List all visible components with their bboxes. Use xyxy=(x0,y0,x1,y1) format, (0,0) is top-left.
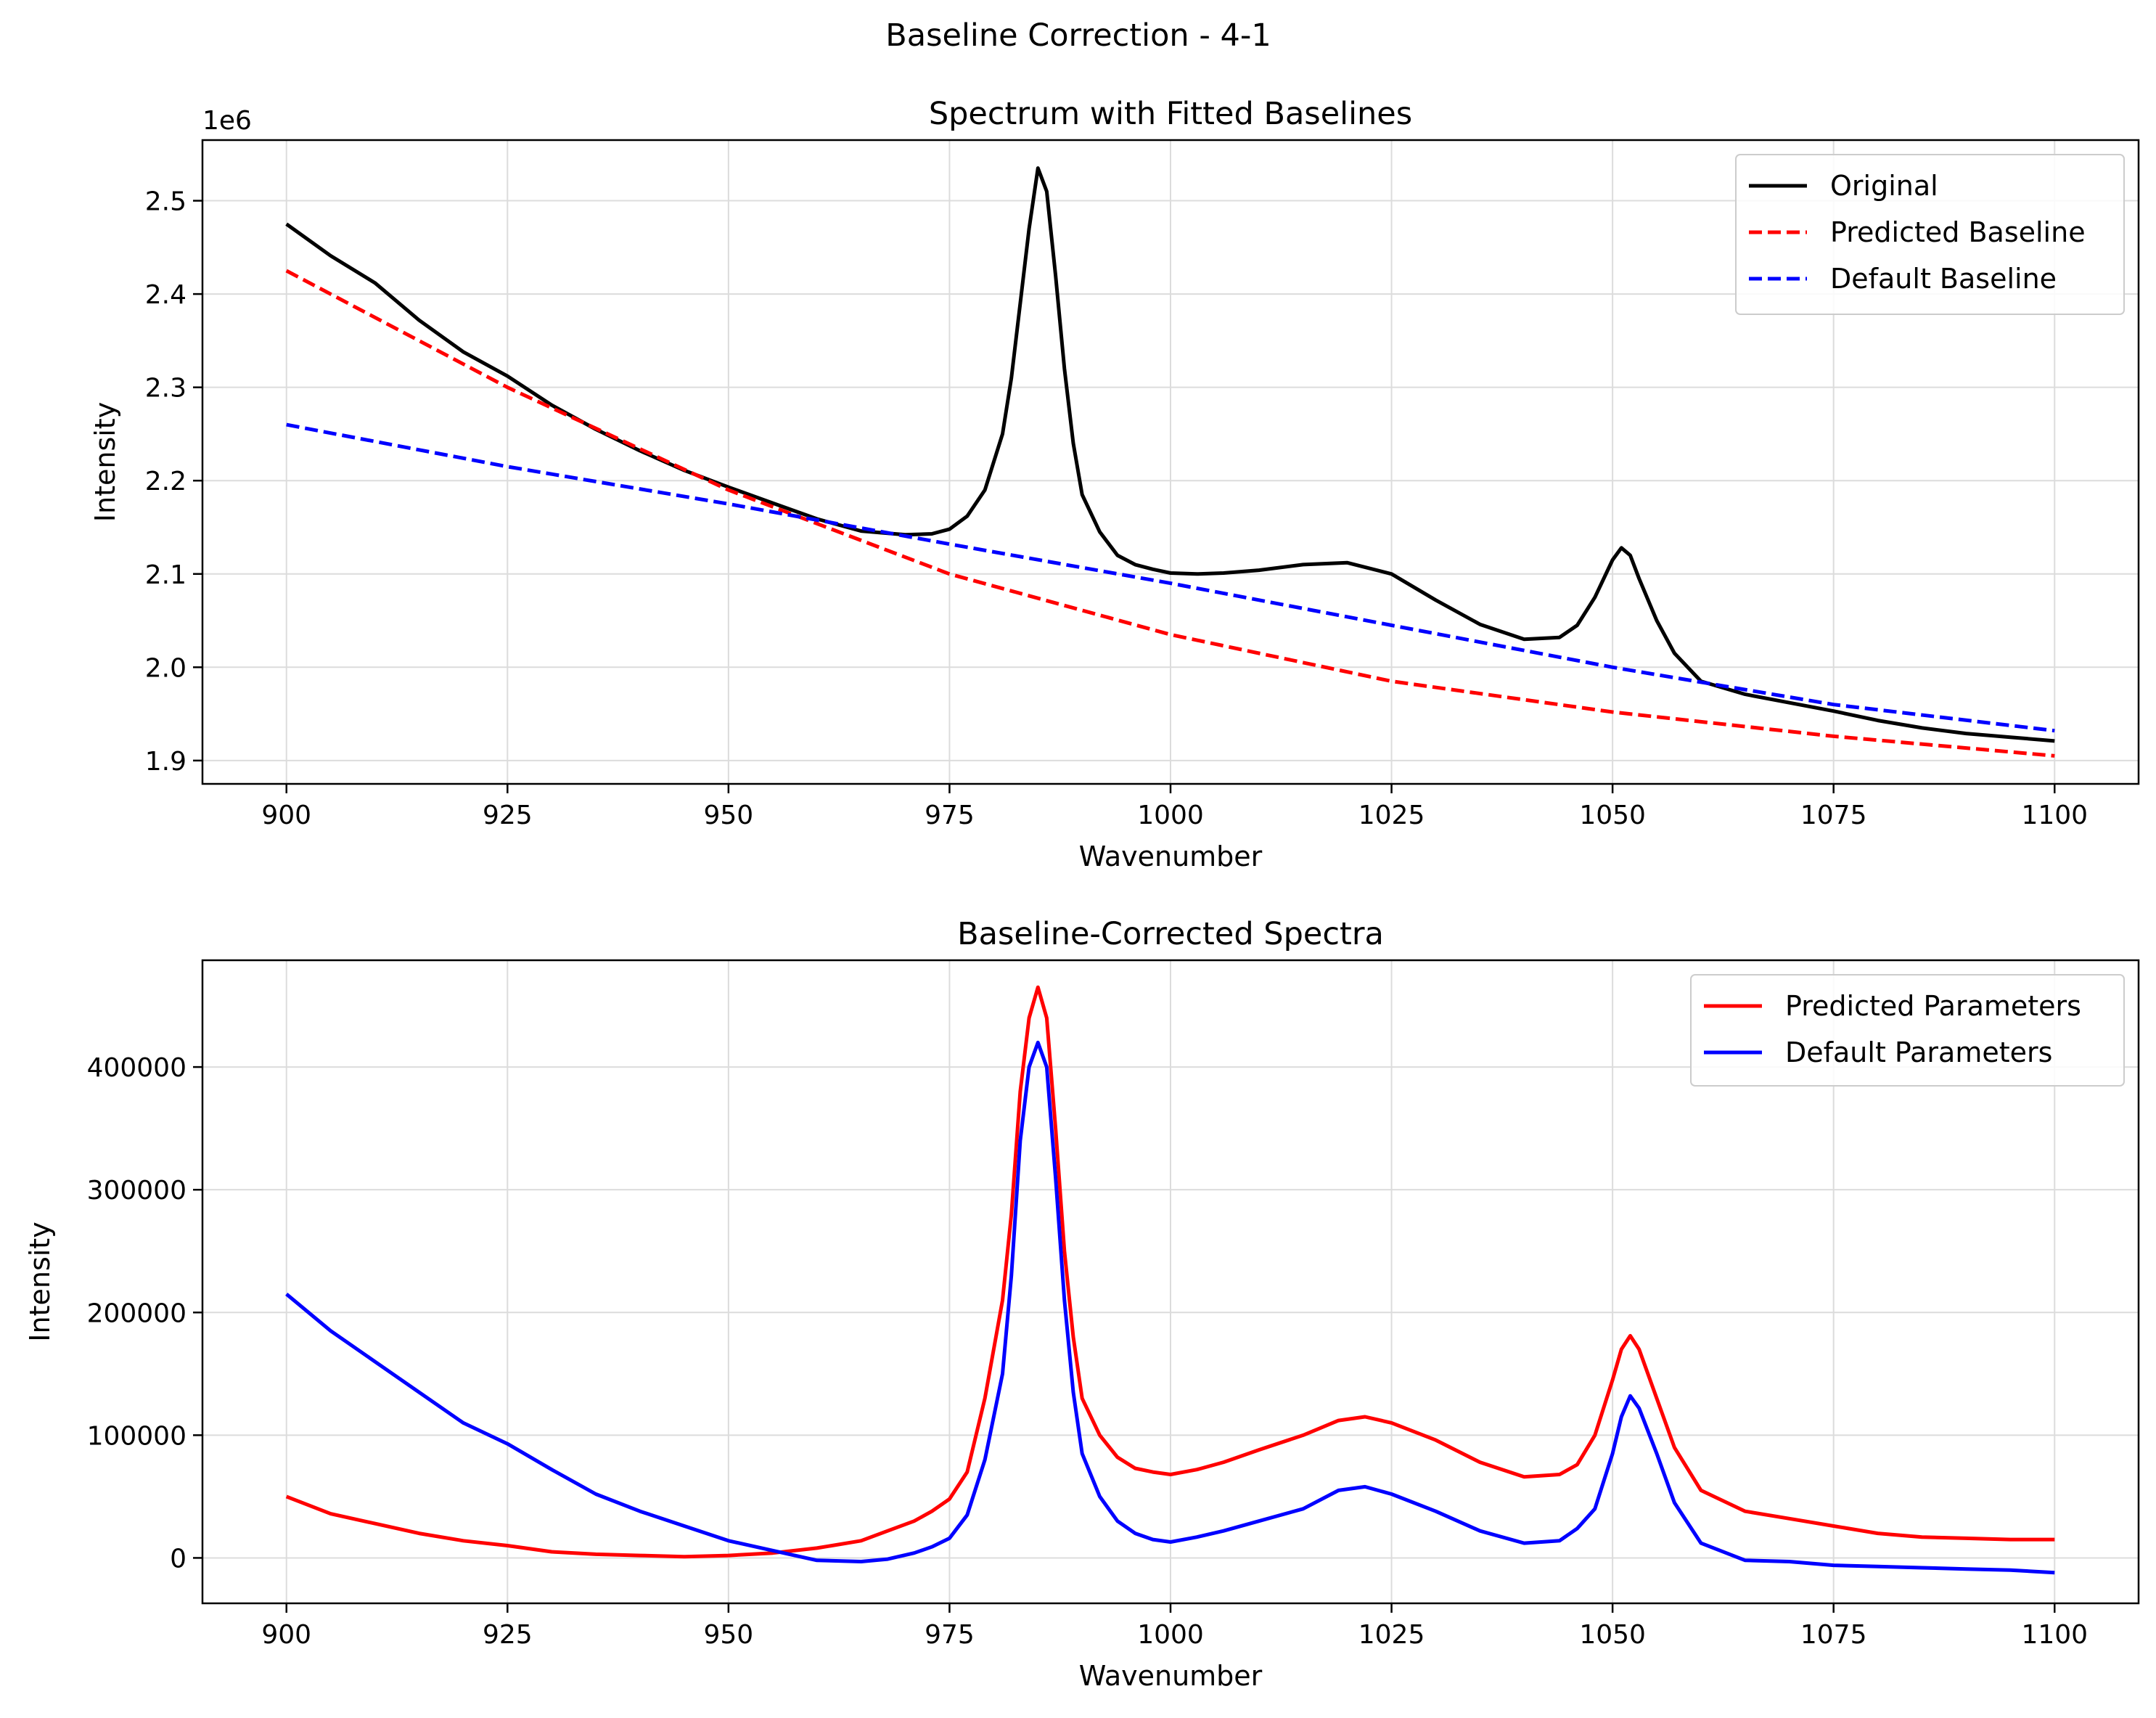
bottom-axes-title: Baseline-Corrected Spectra xyxy=(957,916,1384,952)
bottom-series-predicted-parameters-line xyxy=(285,985,2055,1559)
top-legend-label: Original xyxy=(1830,170,1938,202)
top-x-axis-label: Wavenumber xyxy=(1079,840,1263,872)
bottom-x-tick-label: 1050 xyxy=(1579,1620,1646,1650)
bottom-x-axis-label: Wavenumber xyxy=(1079,1660,1263,1692)
top-x-tick-label: 1075 xyxy=(1800,801,1867,830)
top-y-tick-label: 2.2 xyxy=(145,467,187,496)
bottom-x-tick-label: 925 xyxy=(483,1620,533,1650)
bottom-y-tick-label: 300000 xyxy=(87,1176,187,1206)
top-x-tick-label: 1000 xyxy=(1137,801,1204,830)
top-series-predicted-baseline-line xyxy=(285,269,2055,758)
top-x-tick-label: 1025 xyxy=(1358,801,1425,830)
bottom-x-tick-label: 975 xyxy=(925,1620,975,1650)
top-y-tick-label: 2.1 xyxy=(145,560,187,590)
top-legend-label: Default Baseline xyxy=(1830,263,2057,295)
bottom-x-tick-label: 1075 xyxy=(1800,1620,1867,1650)
top-x-tick-label: 900 xyxy=(261,801,311,830)
bottom-y-tick-label: 200000 xyxy=(87,1298,187,1328)
bottom-series-default-parameters-line xyxy=(285,1040,2055,1575)
bottom-x-tick-label: 900 xyxy=(261,1620,311,1650)
top-legend-box xyxy=(1735,154,2125,315)
top-axes: Spectrum with Fitted Baselines Wavenumbe… xyxy=(89,96,2140,872)
top-y-tick-label: 1.9 xyxy=(145,747,187,777)
bottom-y-tick-label: 0 xyxy=(170,1544,187,1574)
top-series-default-baseline-line xyxy=(286,422,2055,733)
top-x-tick-label: 950 xyxy=(704,801,754,830)
top-legend: Original Predicted Baseline Default Baseli… xyxy=(1735,154,2125,315)
top-x-tick-label: 1100 xyxy=(2021,801,2088,830)
top-y-tick-label: 2.5 xyxy=(145,187,187,217)
bottom-series-group xyxy=(285,985,2055,1575)
top-y-tick-label: 2.4 xyxy=(145,280,187,310)
top-x-tick-label: 925 xyxy=(483,801,533,830)
top-y-tick-label: 2.0 xyxy=(145,653,187,683)
bottom-x-tick-label: 950 xyxy=(704,1620,754,1650)
top-series-original-line xyxy=(285,166,2055,743)
top-y-tick-label: 2.3 xyxy=(145,374,187,404)
top-y-axis-label: Intensity xyxy=(89,402,121,522)
top-series-group xyxy=(285,166,2055,758)
bottom-x-tick-label: 1100 xyxy=(2021,1620,2088,1650)
bottom-axes: Baseline-Corrected Spectra Wavenumber In… xyxy=(24,916,2140,1692)
top-x-tick-label: 1050 xyxy=(1579,801,1646,830)
bottom-x-tick-label: 1000 xyxy=(1137,1620,1204,1650)
bottom-legend-label: Default Parameters xyxy=(1785,1036,2052,1068)
top-y-offset-label: 1e6 xyxy=(202,106,252,136)
bottom-y-tick-label: 400000 xyxy=(87,1053,187,1083)
figure-suptitle: Baseline Correction - 4-1 xyxy=(885,17,1271,54)
bottom-y-axis-label: Intensity xyxy=(24,1222,56,1341)
top-legend-label: Predicted Baseline xyxy=(1830,216,2086,248)
bottom-y-tick-label: 100000 xyxy=(87,1421,187,1451)
top-x-tick-label: 975 xyxy=(925,801,975,830)
bottom-x-tick-label: 1025 xyxy=(1358,1620,1425,1650)
bottom-legend: Predicted Parameters Default Parameters xyxy=(1690,974,2125,1087)
top-axes-title: Spectrum with Fitted Baselines xyxy=(929,96,1412,132)
bottom-legend-label: Predicted Parameters xyxy=(1785,990,2081,1022)
bottom-legend-box xyxy=(1690,974,2125,1087)
